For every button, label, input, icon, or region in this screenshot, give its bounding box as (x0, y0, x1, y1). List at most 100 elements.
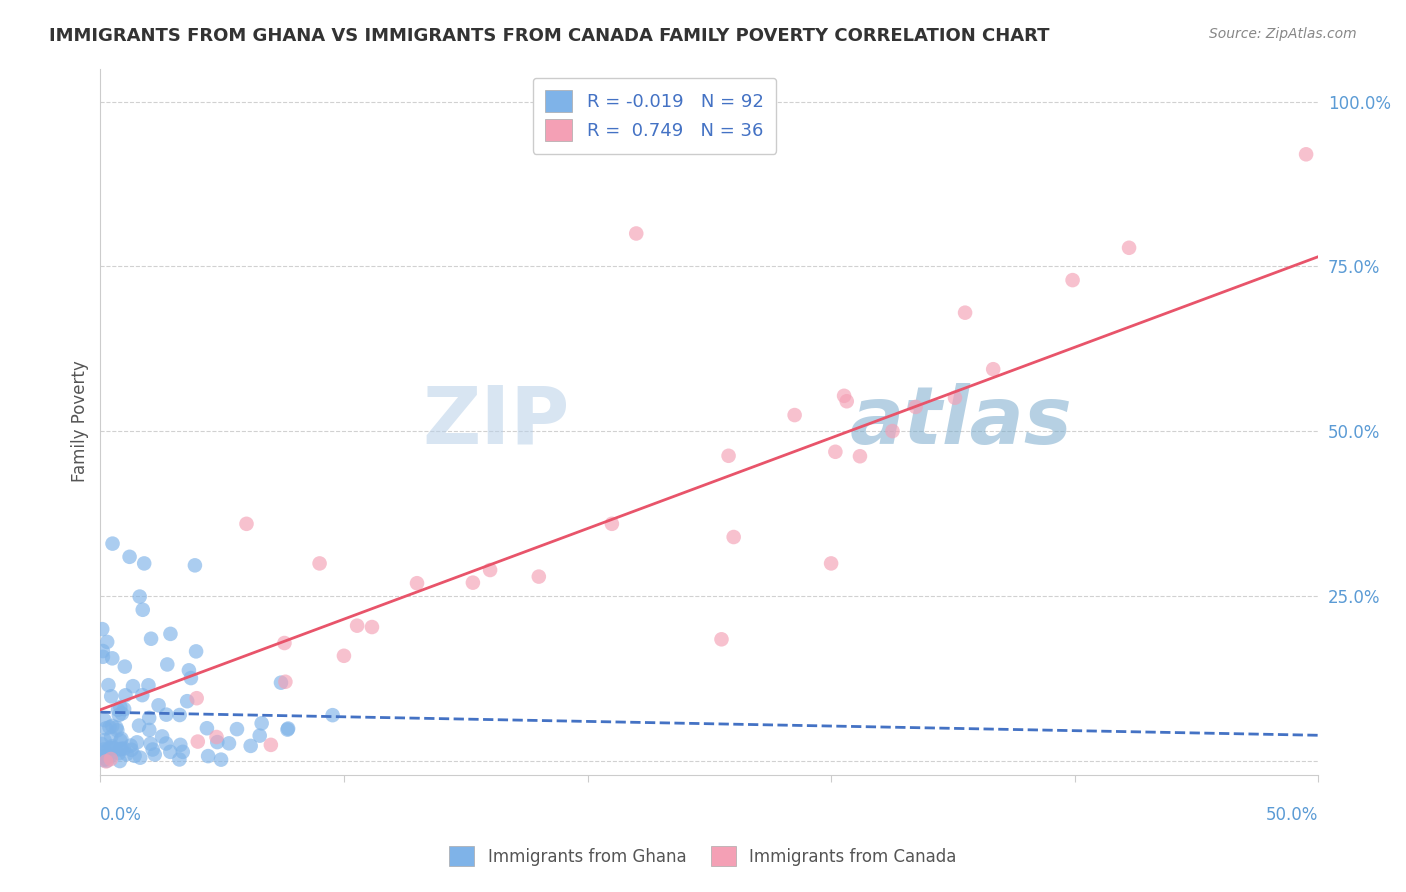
Point (98, 720, 121, 734)
Text: ZIP: ZIP (422, 383, 569, 460)
Point (108, 708, 131, 723)
Point (717, 449, 740, 463)
Point (184, 644, 207, 658)
Point (274, 674, 297, 689)
Point (322, 708, 344, 723)
Point (120, 739, 142, 753)
Point (249, 729, 271, 743)
Point (479, 563, 502, 577)
Point (96, 754, 118, 768)
Point (824, 444, 846, 458)
Point (97, 742, 120, 756)
Point (155, 707, 177, 722)
Point (209, 753, 232, 767)
Point (132, 603, 155, 617)
Point (904, 400, 927, 414)
Legend: Immigrants from Ghana, Immigrants from Canada: Immigrants from Ghana, Immigrants from C… (443, 839, 963, 873)
Point (96, 635, 118, 649)
Point (120, 743, 142, 757)
Point (226, 722, 249, 736)
Point (107, 703, 129, 717)
Point (600, 516, 623, 531)
Point (783, 408, 806, 422)
Point (159, 627, 181, 641)
Point (138, 678, 160, 692)
Point (169, 738, 191, 752)
Point (125, 735, 148, 749)
Point (981, 362, 1004, 376)
Point (93, 742, 115, 756)
Text: atlas: atlas (849, 383, 1073, 460)
Point (184, 558, 207, 573)
Point (91, 644, 114, 658)
Point (94, 755, 117, 769)
Point (138, 711, 160, 725)
Point (91, 622, 114, 636)
Point (101, 651, 124, 665)
Point (943, 391, 966, 405)
Point (197, 749, 219, 764)
Point (91, 649, 114, 664)
Point (270, 675, 292, 690)
Point (108, 754, 131, 768)
Y-axis label: Family Poverty: Family Poverty (72, 360, 89, 483)
Point (142, 742, 165, 756)
Point (626, 227, 648, 241)
Legend: R = -0.019   N = 92, R =  0.749   N = 36: R = -0.019 N = 92, R = 0.749 N = 36 (533, 78, 776, 154)
Point (346, 618, 368, 632)
Point (835, 394, 858, 409)
Point (112, 741, 135, 756)
Point (108, 742, 131, 756)
Point (97, 678, 120, 692)
Point (527, 569, 550, 583)
Point (124, 748, 146, 763)
Point (150, 730, 173, 744)
Point (100, 690, 122, 704)
Point (273, 636, 295, 650)
Point (180, 671, 202, 685)
Point (710, 632, 733, 647)
Point (205, 730, 228, 744)
Point (107, 746, 129, 760)
Text: 0.0%: 0.0% (100, 806, 142, 824)
Point (235, 516, 257, 531)
Point (1118, 241, 1140, 255)
Point (115, 747, 138, 761)
Point (90, 737, 112, 751)
Point (308, 557, 330, 571)
Point (98, 749, 121, 764)
Point (723, 530, 745, 544)
Point (207, 735, 229, 749)
Point (218, 736, 240, 750)
Point (101, 719, 124, 733)
Point (93, 753, 115, 767)
Point (131, 688, 153, 702)
Point (100, 752, 122, 766)
Point (277, 722, 299, 736)
Point (110, 733, 132, 747)
Point (128, 590, 150, 604)
Point (100, 741, 122, 756)
Point (820, 557, 842, 571)
Point (138, 723, 160, 737)
Point (176, 694, 198, 708)
Point (134, 557, 156, 571)
Point (110, 700, 132, 714)
Point (111, 706, 134, 721)
Point (333, 648, 356, 663)
Point (953, 306, 976, 320)
Point (96, 748, 118, 763)
Point (406, 576, 429, 591)
Point (94, 752, 117, 766)
Point (100, 730, 122, 744)
Point (122, 679, 145, 693)
Point (129, 750, 152, 764)
Point (177, 663, 200, 677)
Point (148, 698, 170, 713)
Text: Source: ZipAtlas.com: Source: ZipAtlas.com (1209, 27, 1357, 41)
Point (93, 733, 115, 747)
Point (849, 449, 872, 463)
Point (101, 536, 124, 550)
Point (195, 721, 218, 735)
Point (101, 741, 124, 756)
